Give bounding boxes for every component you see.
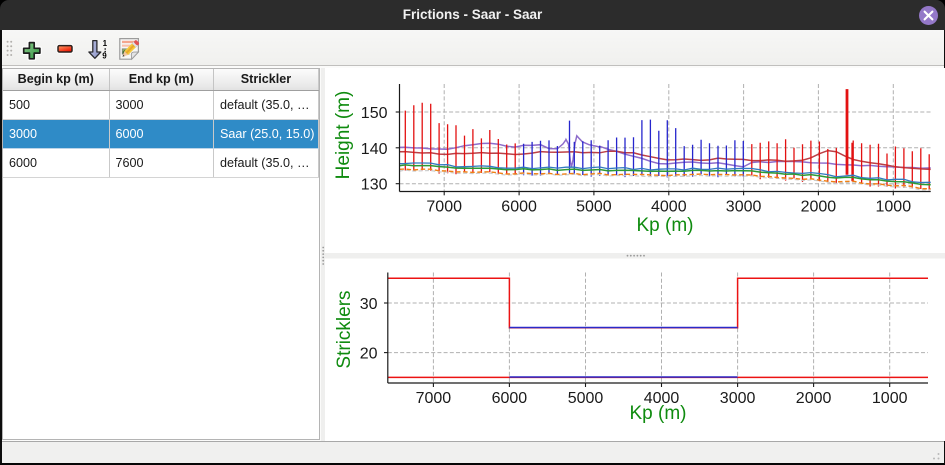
svg-text:4000: 4000 bbox=[651, 199, 687, 216]
svg-text:1000: 1000 bbox=[872, 390, 908, 407]
svg-text:6000: 6000 bbox=[501, 199, 537, 216]
svg-text:Stricklers: Stricklers bbox=[334, 290, 355, 368]
svg-text:30: 30 bbox=[360, 296, 378, 313]
svg-text:Kp (m): Kp (m) bbox=[637, 215, 694, 236]
svg-text:20: 20 bbox=[360, 346, 378, 363]
svg-text:3000: 3000 bbox=[720, 390, 756, 407]
svg-text:1000: 1000 bbox=[876, 199, 912, 216]
svg-text:2000: 2000 bbox=[796, 390, 832, 407]
svg-text:130: 130 bbox=[361, 177, 388, 194]
svg-text:Kp (m): Kp (m) bbox=[630, 403, 687, 424]
svg-text:150: 150 bbox=[361, 105, 388, 122]
svg-text:Height (m): Height (m) bbox=[333, 91, 354, 180]
svg-text:1: 1 bbox=[102, 39, 107, 48]
svg-text:9: 9 bbox=[102, 52, 107, 61]
svg-text:7000: 7000 bbox=[426, 199, 462, 216]
svg-text:140: 140 bbox=[361, 141, 388, 158]
svg-text:5000: 5000 bbox=[568, 390, 604, 407]
svg-text:6000: 6000 bbox=[492, 390, 528, 407]
svg-text:7000: 7000 bbox=[416, 390, 452, 407]
svg-text:5000: 5000 bbox=[576, 199, 612, 216]
svg-text:4000: 4000 bbox=[644, 390, 680, 407]
svg-text:2000: 2000 bbox=[801, 199, 837, 216]
svg-text:3000: 3000 bbox=[726, 199, 762, 216]
